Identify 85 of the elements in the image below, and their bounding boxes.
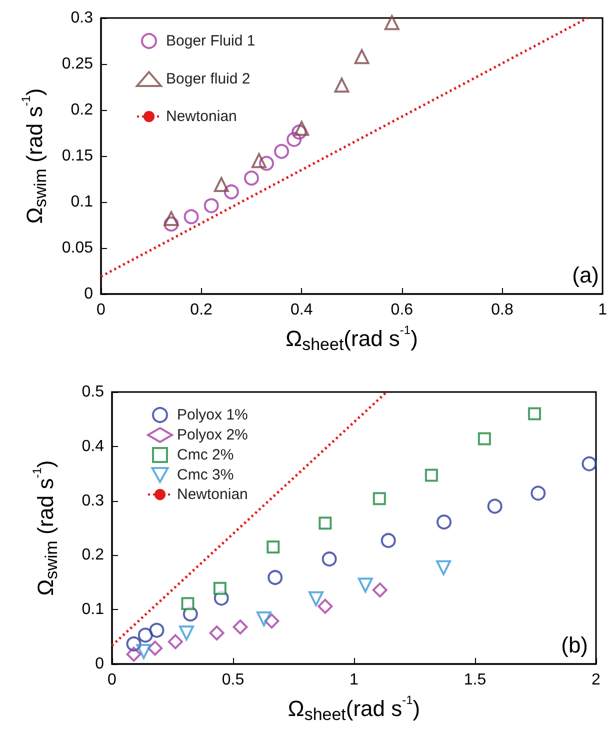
point [214,177,229,192]
x-tick-label: 1 [350,672,359,688]
x-tick-label: 0.6 [390,302,414,318]
y-tick-label: 0.2 [82,546,104,564]
y-tick-label: 0.05 [62,240,94,256]
point [126,636,142,652]
x-tick-label: 2 [592,672,601,688]
y-tick-label: 0.1 [82,601,104,618]
point [436,560,452,576]
point [232,620,248,635]
x-tick-label: 0.4 [290,302,313,318]
point [308,591,324,606]
y-tick-label: 0.4 [82,438,104,455]
point [209,625,224,640]
point [268,570,283,585]
point [354,49,370,64]
point [528,407,542,420]
y-axis-title: Ωswim (rad s-1) [19,88,50,224]
legend-label: Boger Fluid 1 [166,32,256,50]
legend-label: Newtonian [177,486,248,503]
x-tick-label: 1 [598,302,608,318]
point [372,582,388,598]
x-tick-label: 0 [108,672,117,688]
point [149,622,164,638]
x-tick-label: 0.5 [222,672,244,688]
point [294,120,310,136]
point [274,144,290,159]
point [164,211,179,226]
point [138,628,153,643]
point [266,540,280,554]
legend-label: Polyox 2% [177,426,248,444]
point [318,598,333,614]
point [259,156,274,171]
point [251,153,266,168]
point [224,184,239,200]
point [168,634,183,650]
point [214,590,229,606]
point [318,516,332,530]
point [372,492,386,506]
point [487,498,502,514]
y-tick-label: 0.5 [82,384,104,400]
point [478,432,491,446]
point [286,132,302,147]
point [182,606,198,622]
legend-label: Newtonian [166,108,237,125]
point [244,170,259,186]
point [424,468,438,482]
point [334,78,350,93]
point [384,15,400,30]
point [358,578,373,593]
legend-label: Cmc 3% [177,466,234,484]
point [184,209,199,224]
legend-label: Boger fluid 2 [166,70,250,88]
annotation: (a) [572,262,600,288]
point [582,456,597,472]
point [164,216,179,232]
point [292,124,307,140]
point [136,644,152,659]
point [322,552,337,567]
legend-label: Polyox 1% [177,406,248,424]
x-tick-label: 1.5 [464,672,486,688]
y-tick-label: 0.3 [82,492,104,510]
y-tick-label: 0.2 [70,102,94,118]
point [148,640,163,656]
y-tick-label: 0 [84,286,94,302]
point [181,597,194,610]
point [126,646,142,662]
point [380,533,396,548]
point [179,625,194,640]
point [436,514,452,530]
point [204,198,219,214]
y-tick-label: 0 [95,656,104,672]
y-tick-label: 0.1 [70,194,94,210]
y-tick-label: 0.25 [62,56,94,72]
point [530,486,546,501]
point [213,582,226,595]
y-axis-title: Ωswim (rad s-1) [30,460,61,596]
x-tick-label: 0.8 [491,302,514,318]
point [264,614,280,629]
legend-label: Cmc 2% [177,446,234,464]
y-tick-label: 0.3 [70,10,94,26]
y-tick-label: 0.15 [62,148,94,164]
point [256,611,272,626]
x-tick-label: 0.2 [190,302,213,318]
annotation: (b) [561,632,588,658]
